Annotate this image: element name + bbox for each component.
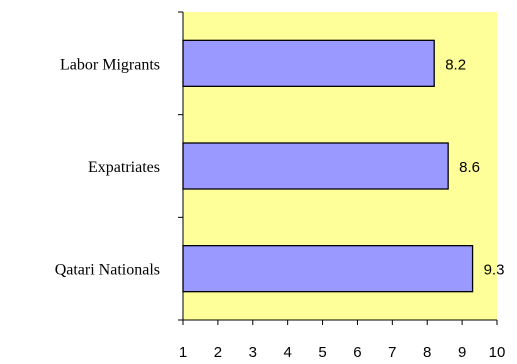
category-label: Expatriates [88, 159, 160, 176]
y-ticks-group [178, 11, 183, 321]
x-tick-label: 3 [249, 344, 257, 361]
x-ticks-group [182, 320, 498, 325]
data-label: 9.3 [484, 262, 505, 279]
x-tick-label: 4 [283, 344, 291, 361]
x-tick-label: 7 [388, 344, 396, 361]
x-tick-label: 2 [214, 344, 222, 361]
bars-group [182, 39, 474, 293]
bar-labor-migrants [182, 39, 435, 87]
bar-qatari-nationals [182, 245, 474, 293]
bar-expatriates [182, 142, 449, 190]
x-tick-label: 1 [179, 344, 187, 361]
data-label: 8.2 [445, 56, 466, 73]
x-tick-label: 5 [318, 344, 326, 361]
x-tick-label: 6 [353, 344, 361, 361]
category-label: Qatari Nationals [55, 262, 160, 279]
data-label: 8.6 [459, 159, 480, 176]
category-labels-group: Labor Migrants Expatriates Qatari National… [55, 56, 160, 278]
category-label: Labor Migrants [60, 56, 160, 73]
x-tick-label: 10 [489, 344, 506, 361]
x-tick-labels-group: 1 2 3 4 5 6 7 8 9 10 [179, 344, 506, 361]
data-labels-group: 8.2 8.6 9.3 [445, 56, 504, 278]
x-tick-label: 9 [458, 344, 466, 361]
x-tick-label: 8 [423, 344, 431, 361]
